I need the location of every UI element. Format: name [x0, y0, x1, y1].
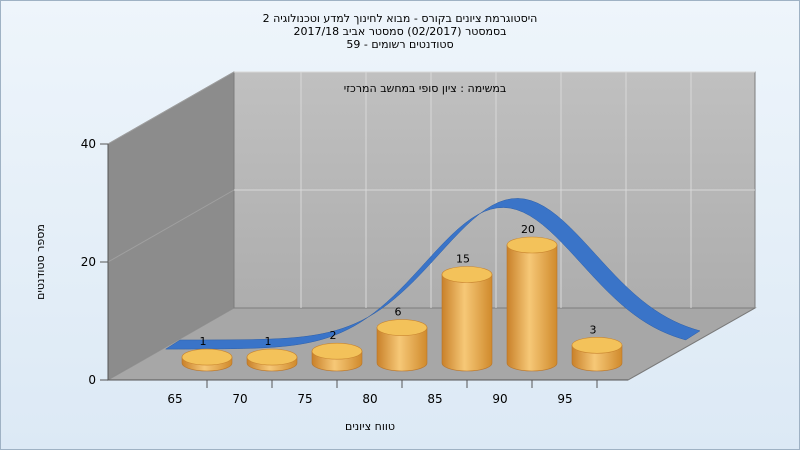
data-label-80: 6	[395, 306, 402, 319]
floor-edge	[627, 307, 756, 381]
bar-top	[246, 348, 298, 366]
distribution-ribbon	[164, 198, 701, 350]
data-label-70: 1	[265, 335, 272, 348]
x-tick-label-80: 80	[362, 392, 377, 406]
bar-75: 2	[311, 329, 363, 372]
bar-top	[441, 266, 493, 283]
bars: 1 1 2 6 15 20 3	[181, 223, 623, 372]
bar-top	[506, 236, 558, 254]
y-axis-title: מספר סטודנטים	[34, 224, 47, 300]
bar-top	[181, 348, 233, 366]
y-tick-label-0: 0	[88, 373, 96, 387]
bar-90: 20	[506, 223, 558, 372]
data-label-90: 20	[521, 223, 535, 236]
gridlines	[107, 71, 755, 308]
chart-title-line-2: בסמסטר (02/2017) סמסטר אביב 2017/18	[293, 25, 507, 38]
bar-65: 1	[181, 335, 233, 372]
bar-top	[311, 342, 363, 360]
data-label-85: 15	[456, 253, 470, 266]
bar-top	[376, 319, 428, 336]
bar-body	[441, 274, 493, 372]
x-axis-title: טווח ציונים	[345, 420, 395, 433]
bar-top	[571, 336, 623, 354]
data-label-75: 2	[330, 329, 337, 342]
chart-subtitle: במשימה : ציון סופי במחשב המרכזי	[344, 82, 507, 95]
data-label-65: 1	[200, 335, 207, 348]
y-tick-label-40: 40	[81, 137, 96, 151]
x-tick-label-65: 65	[167, 392, 182, 406]
bar-70: 1	[246, 335, 298, 372]
data-label-95: 3	[590, 323, 597, 336]
chart-title-line-3: סטודנטים רשומים - 59	[346, 38, 454, 51]
axes: 0 20 40 65 70 75 80 85 90 95	[81, 137, 628, 406]
x-tick-label-95: 95	[557, 392, 572, 406]
y-tick-label-20: 20	[81, 255, 96, 269]
bar-body	[376, 327, 428, 372]
bar-body	[506, 244, 558, 372]
distribution-curve	[164, 198, 701, 350]
x-tick-label-90: 90	[492, 392, 507, 406]
bar-85: 15	[441, 253, 493, 372]
x-tick-label-75: 75	[297, 392, 312, 406]
x-tick-label-85: 85	[427, 392, 442, 406]
gridline-left-20	[107, 189, 235, 263]
chart-title-line-1: היסטוגרמת ציונים בקורס - מבוא לחינוך למד…	[262, 12, 538, 25]
x-tick-label-70: 70	[232, 392, 247, 406]
bar-95: 3	[571, 323, 623, 372]
bar-80: 6	[376, 306, 428, 372]
gridline-left-40	[107, 71, 235, 145]
